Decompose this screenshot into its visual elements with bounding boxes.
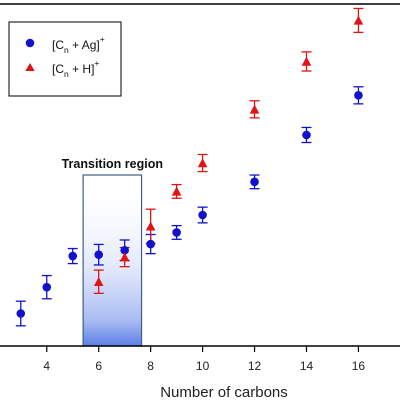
x-tick-label: 10	[196, 359, 210, 373]
data-point-ag	[94, 250, 104, 259]
data-point-ag	[302, 130, 311, 140]
legend-marker-ag	[25, 38, 35, 48]
data-point-h	[93, 276, 104, 286]
data-point-ag	[146, 239, 155, 249]
x-tick-label: 6	[95, 359, 102, 373]
x-tick-label: 8	[147, 359, 154, 373]
x-tick-label: 14	[300, 359, 314, 373]
data-point-h	[119, 252, 130, 262]
x-tick-label: 16	[352, 359, 366, 373]
transition-region	[82, 174, 143, 347]
x-axis-ticks: 4 6 8 10 12 14 16	[43, 346, 365, 373]
data-point-h	[145, 221, 156, 231]
data-point-ag	[16, 309, 26, 318]
plot-frame	[0, 3, 400, 347]
transition-region-label: Transition region	[62, 157, 163, 171]
legend-marker-h	[25, 63, 35, 71]
data-point-ag	[120, 245, 129, 255]
legend: [Cn + Ag]+ [Cn + H]+	[8, 21, 122, 97]
data-point-h	[197, 158, 208, 168]
data-point-h	[249, 104, 260, 114]
legend-label-ag: [Cn + Ag]+	[52, 34, 105, 55]
x-tick-label: 4	[43, 359, 50, 373]
data-point-ag	[42, 282, 52, 292]
data-point-h	[301, 56, 312, 66]
x-axis-title: Number of carbons	[160, 384, 288, 400]
data-point-ag	[172, 228, 181, 237]
data-point-h	[171, 186, 182, 196]
transition-region-box	[82, 174, 143, 347]
x-tick-label: 12	[248, 359, 262, 373]
data-markers	[16, 15, 364, 318]
legend-box	[8, 21, 122, 97]
data-point-ag	[354, 91, 363, 100]
data-point-ag	[198, 210, 207, 220]
data-point-ag	[250, 177, 259, 187]
data-point-h	[353, 15, 364, 25]
legend-label-h: [Cn + H]+	[52, 58, 99, 79]
data-point-ag	[68, 251, 78, 261]
